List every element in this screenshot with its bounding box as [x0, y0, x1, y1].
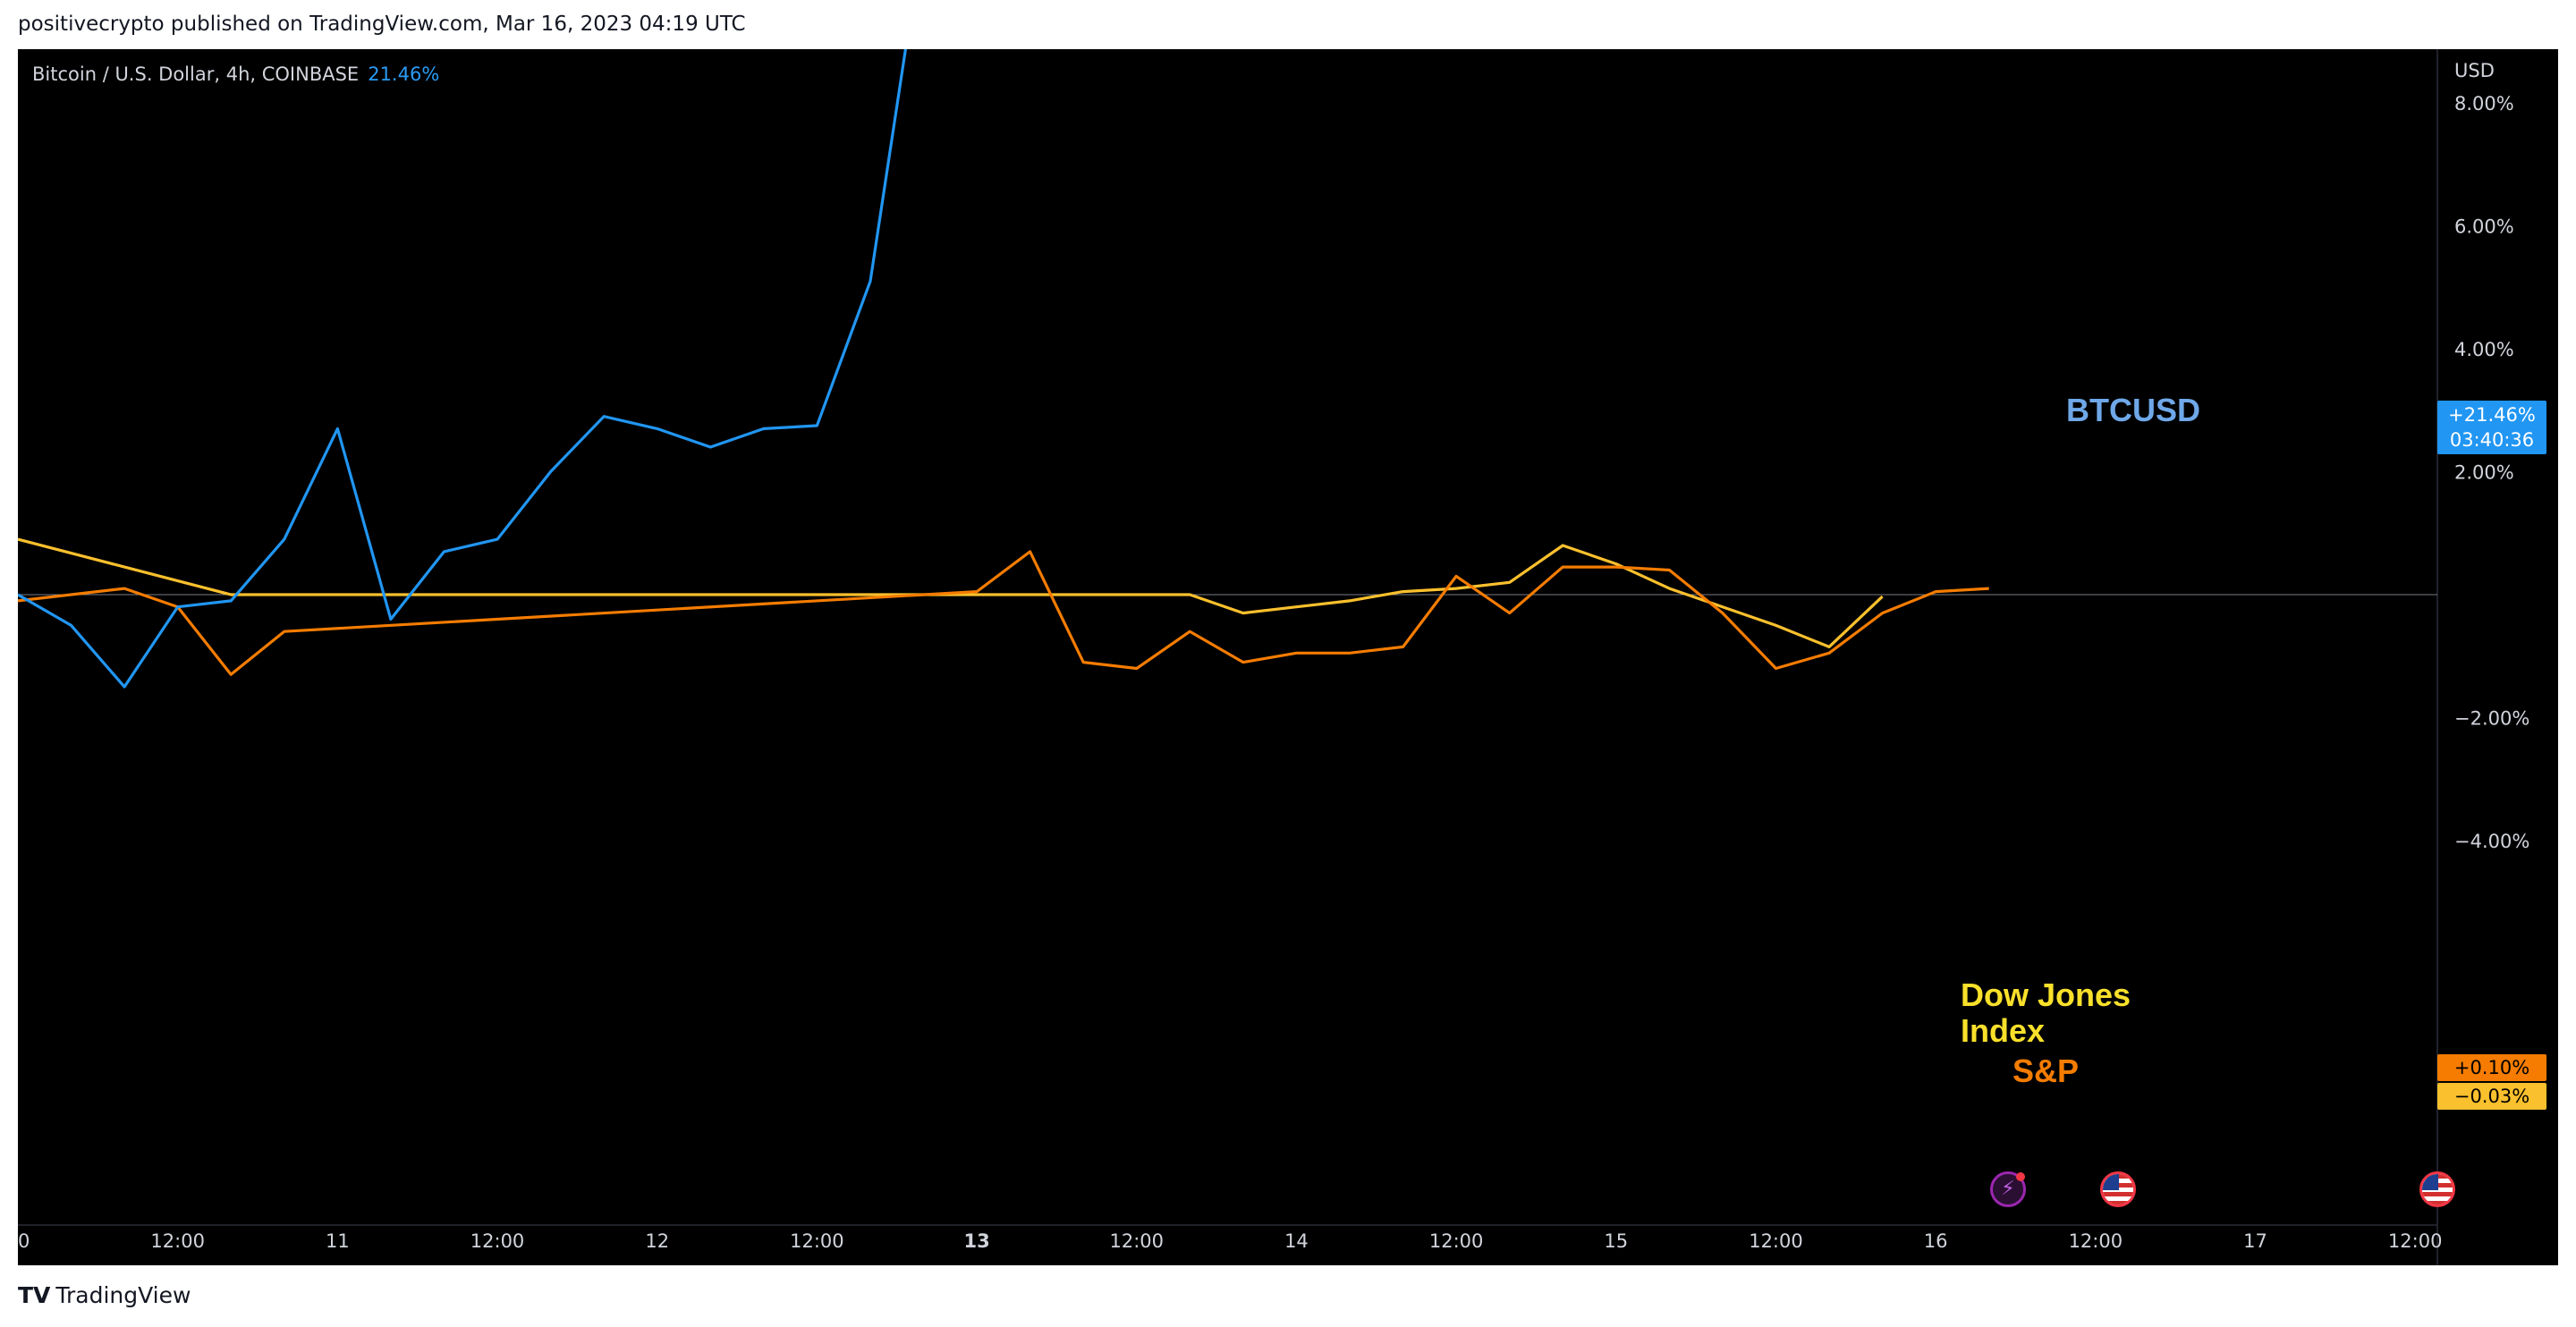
- x-tick-label: 12:00: [1749, 1230, 1803, 1252]
- x-tick-label: 12:00: [2388, 1230, 2443, 1252]
- x-tick-label: 12:00: [1109, 1230, 1164, 1252]
- dj-label-line1: Dow Jones: [1961, 976, 2131, 1013]
- btc-price-value: +21.46%: [2448, 404, 2536, 426]
- tradingview-logo-icon: 𝗧𝗩: [18, 1282, 51, 1308]
- published-info: positivecrypto published on TradingView.…: [18, 13, 746, 36]
- x-tick-label: 14: [1284, 1230, 1309, 1252]
- x-tick-label: 13: [963, 1230, 989, 1252]
- lightning-event-icon[interactable]: ⚡: [1990, 1171, 2026, 1207]
- btc-countdown: 03:40:36: [2449, 429, 2535, 451]
- us-flag-event-icon[interactable]: [2419, 1171, 2455, 1207]
- sp-series-label: S&P: [2012, 1052, 2080, 1089]
- sp-series-line: [18, 550, 1989, 676]
- x-tick-label: 12:00: [2069, 1230, 2123, 1252]
- y-tick-label: 4.00%: [2454, 339, 2514, 360]
- symbol-change: 21.46%: [368, 63, 440, 85]
- btc-price-badge: +21.46% 03:40:36: [2437, 401, 2546, 454]
- btc-series-line: [18, 49, 908, 689]
- tradingview-logo[interactable]: 𝗧𝗩 TradingView: [18, 1282, 191, 1308]
- symbol-title[interactable]: Bitcoin / U.S. Dollar, 4h, COINBASE 21.46…: [32, 63, 439, 85]
- dj-price-badge: −0.03%: [2437, 1083, 2546, 1110]
- y-tick-label: 8.00%: [2454, 93, 2514, 114]
- currency-label: USD: [2454, 60, 2495, 81]
- tradingview-brand: TradingView: [55, 1282, 191, 1308]
- symbol-name: Bitcoin / U.S. Dollar, 4h, COINBASE: [32, 63, 360, 85]
- sp-price-badge: +0.10%: [2437, 1054, 2546, 1081]
- dj-series-line: [18, 537, 1884, 649]
- chart-pane[interactable]: 32.00%30.00%28.00%26.00%24.00%22.00%20.0…: [18, 49, 2558, 1265]
- x-tick-label: 12:00: [470, 1230, 525, 1252]
- x-tick-label: 12:00: [790, 1230, 844, 1252]
- y-tick-label: 6.00%: [2454, 216, 2514, 238]
- x-tick-label: 0: [18, 1230, 30, 1252]
- y-tick-label: −4.00%: [2454, 831, 2529, 852]
- y-tick-label: −2.00%: [2454, 707, 2529, 729]
- us-flag-event-icon[interactable]: [2100, 1171, 2136, 1207]
- chart-canvas[interactable]: 32.00%30.00%28.00%26.00%24.00%22.00%20.0…: [18, 49, 2558, 1265]
- x-tick-label: 12: [645, 1230, 669, 1252]
- x-tick-label: 11: [326, 1230, 350, 1252]
- dj-series-label: Dow Jones Index: [1961, 977, 2131, 1049]
- x-tick-label: 15: [1604, 1230, 1628, 1252]
- dj-label-line2: Index: [1961, 1012, 2046, 1049]
- x-tick-label: 16: [1924, 1230, 1948, 1252]
- y-tick-label: 2.00%: [2454, 462, 2514, 484]
- x-tick-label: 17: [2243, 1230, 2267, 1252]
- x-tick-label: 12:00: [1429, 1230, 1484, 1252]
- x-tick-label: 12:00: [150, 1230, 205, 1252]
- btc-series-label: BTCUSD: [2066, 392, 2200, 428]
